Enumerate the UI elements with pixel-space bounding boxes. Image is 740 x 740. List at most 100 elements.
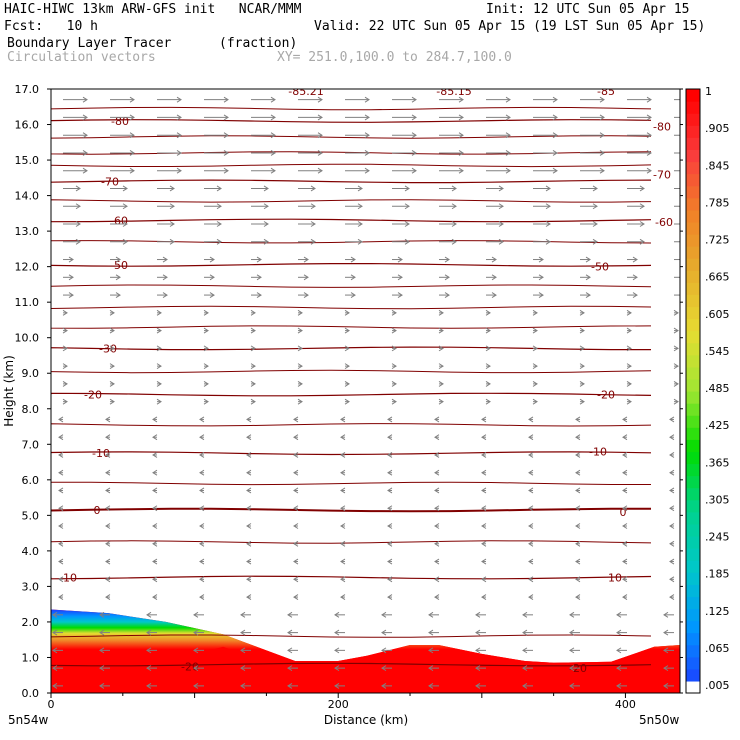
x-axis-label: Distance (km) xyxy=(324,713,408,727)
wind-vector-head xyxy=(592,203,598,210)
wind-vector-head xyxy=(293,540,299,547)
y-tick-label: 14.0 xyxy=(15,190,40,203)
wind-vector-head xyxy=(115,256,121,263)
colorbar-bin xyxy=(686,439,700,452)
wind-vector-head xyxy=(246,452,252,458)
wind-vector-head xyxy=(246,558,252,565)
wind-vector-head xyxy=(99,682,105,689)
wind-vector-head xyxy=(199,469,205,476)
wind-vector-head xyxy=(505,167,511,174)
colorbar-bin xyxy=(686,584,700,597)
wind-vector-head xyxy=(287,665,293,672)
wind-vector-head xyxy=(585,256,591,263)
wind-vector-head xyxy=(52,665,58,672)
colorbar-label: .305 xyxy=(705,493,730,506)
contour-label: -85.21 xyxy=(288,85,323,98)
y-tick-label: 16.0 xyxy=(15,119,40,132)
wind-vector-head xyxy=(344,345,350,352)
wind-vector-head xyxy=(340,558,346,565)
wind-vector-head xyxy=(505,114,511,121)
wind-vector-head xyxy=(532,363,538,370)
wind-vector-head xyxy=(434,469,440,476)
wind-vector-head xyxy=(528,434,534,441)
wind-vector-head xyxy=(162,292,168,298)
wind-vector-head xyxy=(592,238,598,245)
wind-vector-head xyxy=(129,167,135,174)
wind-vector-head xyxy=(485,398,491,405)
wind-vector-head xyxy=(287,611,293,618)
wind-vector-head xyxy=(246,523,252,529)
colorbar-bin xyxy=(686,342,700,356)
wind-vector-head xyxy=(156,309,162,316)
wind-vector-head xyxy=(340,540,346,547)
wind-vector-head xyxy=(240,611,246,618)
contour-label: 0 xyxy=(620,506,627,519)
wind-vector-head xyxy=(616,665,622,672)
wind-vector-head xyxy=(381,629,387,636)
wind-vector-head xyxy=(350,256,356,263)
wind-vector-head xyxy=(411,150,417,156)
wind-vector-head xyxy=(75,203,81,210)
wind-vector-head xyxy=(223,167,229,174)
colorbar-bin xyxy=(686,487,700,501)
wind-vector-head xyxy=(481,487,487,494)
wind-vector-head xyxy=(616,682,622,689)
colorbar-bin xyxy=(686,596,700,610)
colorbar-bin xyxy=(686,644,700,658)
wind-vector-head xyxy=(434,594,440,600)
wind-vector-head xyxy=(129,132,135,139)
colorbar-bin xyxy=(686,668,700,682)
colorbar-bin xyxy=(686,330,700,344)
wind-vector-head xyxy=(669,576,675,583)
wind-vector-head xyxy=(626,398,632,405)
wind-vector-head xyxy=(622,434,628,441)
wind-vector-head xyxy=(240,665,246,672)
wind-vector-head xyxy=(569,611,575,618)
wind-vector-head xyxy=(334,682,340,689)
colorbar-label: .185 xyxy=(705,568,730,581)
wind-vector-head xyxy=(522,611,528,618)
wind-vector-head xyxy=(481,416,487,423)
contour-label: -50 xyxy=(591,261,609,274)
wind-vector-head xyxy=(105,452,111,458)
y-tick-label: 13.0 xyxy=(15,225,40,238)
wind-vector-head xyxy=(310,238,316,245)
wind-vector-head xyxy=(246,487,252,494)
wind-vector-head xyxy=(545,221,551,227)
wind-vector-head xyxy=(199,416,205,423)
wind-vector-head xyxy=(579,345,585,352)
wind-vector-head xyxy=(193,629,199,636)
wind-vector-head xyxy=(522,629,528,636)
header-forecast: Fcst: 10 h xyxy=(4,19,98,34)
contour-label: -60 xyxy=(655,216,673,229)
wind-vector-head xyxy=(270,114,276,121)
wind-vector-head xyxy=(475,682,481,689)
wind-vector-head xyxy=(246,416,252,423)
wind-vector-head xyxy=(82,132,88,139)
wind-vector-head xyxy=(152,558,158,565)
colorbar-bin xyxy=(686,113,700,126)
wind-vector-head xyxy=(585,274,591,281)
wind-vector-head xyxy=(381,665,387,672)
wind-vector-head xyxy=(156,345,162,352)
field-unit: (fraction) xyxy=(219,36,298,51)
wind-vector-head xyxy=(622,505,628,512)
wind-vector-head xyxy=(434,540,440,547)
wind-vector-head xyxy=(428,665,434,672)
wind-vector-head xyxy=(297,398,303,405)
wind-vector-head xyxy=(246,594,252,600)
wind-vector-head xyxy=(669,487,675,494)
wind-vector-head xyxy=(146,665,152,672)
colorbar-bin xyxy=(686,499,700,513)
contour-line xyxy=(51,481,651,486)
wind-vector-head xyxy=(538,256,544,263)
wind-vector-head xyxy=(216,221,222,227)
wind-vector-head xyxy=(203,309,209,316)
wind-vector-head xyxy=(599,114,605,121)
wind-vector-head xyxy=(250,398,256,405)
wind-vector-head xyxy=(438,309,444,316)
wind-vector-head xyxy=(82,150,88,156)
wind-vector-head xyxy=(626,380,632,387)
wind-vector-head xyxy=(646,96,652,103)
